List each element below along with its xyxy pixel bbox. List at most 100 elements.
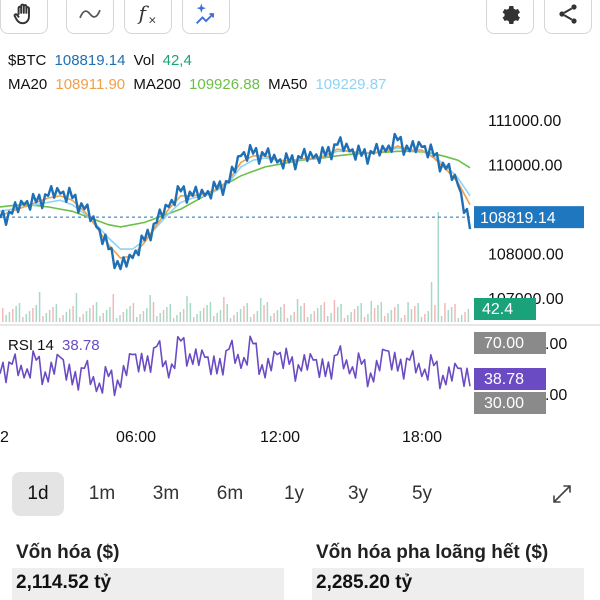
legend-vol-label: Vol (133, 52, 155, 69)
legend-symbol: $BTC (8, 52, 47, 69)
volume-bar (333, 300, 336, 322)
volume-bar (179, 312, 182, 322)
volume-bar (55, 304, 58, 322)
volume-bar (159, 313, 161, 322)
time-range-selector: 1d 1m 3m 6m 1y 3y 5y (12, 470, 588, 518)
volume-bar (437, 212, 439, 322)
range-6m-button[interactable]: 6m (216, 483, 244, 504)
volume-bar (410, 309, 413, 322)
volume-bar (360, 303, 362, 322)
time-axis-label: 2 (0, 429, 9, 446)
volume-bar (276, 310, 279, 322)
volume-bar (300, 306, 302, 322)
rsi-axis-label: .00 (545, 387, 567, 404)
range-1y-button[interactable]: 1y (283, 483, 305, 504)
volume-bar (62, 315, 64, 322)
volume-bar (253, 314, 255, 322)
range-1d-button[interactable]: 1d (12, 472, 64, 516)
volume-bar (420, 317, 423, 322)
volume-bar (52, 307, 54, 322)
volume-bar (115, 318, 118, 322)
range-1m-button[interactable]: 1m (88, 483, 116, 504)
volume-bar (266, 302, 269, 322)
share-button[interactable] (544, 0, 592, 34)
volume-bar (363, 317, 366, 322)
volume-bar (387, 313, 389, 322)
volume-bar (249, 317, 252, 322)
hand-tool-button[interactable] (0, 0, 48, 34)
volume-bar (75, 293, 78, 322)
fx-icon: f × (137, 2, 157, 26)
volume-bar (152, 302, 155, 322)
legend-ma50-value: 109229.87 (315, 76, 387, 93)
hand-icon (13, 3, 30, 25)
volume-bar (209, 302, 212, 322)
price-chart[interactable]: 111000.00110000.00108000.00107000.001088… (0, 38, 600, 450)
volume-bar (32, 308, 34, 322)
volume-bar (310, 314, 312, 322)
volume-bar (149, 295, 151, 322)
rsi-upper-tag (474, 332, 546, 354)
volume-bar (397, 304, 399, 322)
volume-bar (223, 297, 225, 322)
rsi-upper-tag-label: 70.00 (484, 335, 524, 352)
volume-bar (323, 302, 326, 322)
volume-bar (166, 307, 168, 322)
fdv-value: 2,285.20 tỷ (312, 568, 584, 600)
market-cap-label: Vốn hóa ($) (16, 542, 120, 563)
volume-bar (196, 314, 198, 322)
volume-bar (72, 306, 74, 322)
volume-bar (464, 312, 466, 322)
ma50-line (0, 146, 471, 250)
ai-tool-button[interactable] (182, 0, 230, 34)
volume-bar (129, 306, 131, 322)
settings-button[interactable] (486, 0, 534, 34)
volume-bar (22, 317, 24, 322)
volume-bar (259, 298, 262, 322)
volume-bar (350, 312, 352, 322)
volume-bar (182, 309, 185, 322)
volume-bar (199, 311, 202, 322)
volume-bar (337, 307, 339, 322)
volume-bar (343, 318, 346, 322)
volume-bar (176, 315, 178, 322)
expand-icon (553, 485, 571, 503)
volume-bar (69, 309, 71, 322)
volume-bar (109, 307, 111, 322)
volume-bar (263, 305, 265, 322)
volume-bar (95, 302, 98, 322)
range-5y-button[interactable]: 5y (411, 483, 433, 504)
wave-icon (79, 9, 101, 19)
volume-bar (450, 307, 453, 322)
legend-ma20-value: 108911.90 (55, 76, 126, 93)
volume-bar (112, 294, 115, 322)
volume-bar (380, 302, 383, 322)
volume-bar (172, 318, 175, 322)
svg-text:×: × (148, 14, 157, 26)
function-tool-button[interactable]: f × (124, 0, 172, 34)
volume-bar (444, 303, 446, 322)
volume-bar (125, 309, 128, 322)
volume-bar (233, 315, 235, 322)
volume-bar (373, 308, 376, 322)
volume-bar (105, 310, 108, 322)
range-3m-button[interactable]: 3m (152, 483, 180, 504)
volume-bar (15, 306, 17, 322)
volume-bar (229, 318, 232, 322)
volume-bar (353, 309, 356, 322)
volume-bar (132, 303, 135, 322)
volume-bar (206, 305, 208, 322)
range-3y-button[interactable]: 3y (347, 483, 369, 504)
chart-area[interactable]: 111000.00110000.00108000.00107000.001088… (0, 38, 600, 450)
volume-bar (35, 305, 37, 322)
volume-bar (58, 318, 61, 322)
volume-bar (192, 317, 195, 322)
market-stats: Vốn hóa ($) 2,114.52 tỷ Vốn hóa pha loãn… (0, 540, 600, 600)
draw-tool-button[interactable] (66, 0, 114, 34)
volume-bar (79, 317, 81, 322)
expand-chart-button[interactable] (540, 472, 584, 516)
volume-bar (45, 313, 48, 322)
volume-bar (136, 317, 138, 322)
time-axis-label: 18:00 (402, 429, 442, 446)
volume-bar (434, 305, 436, 322)
